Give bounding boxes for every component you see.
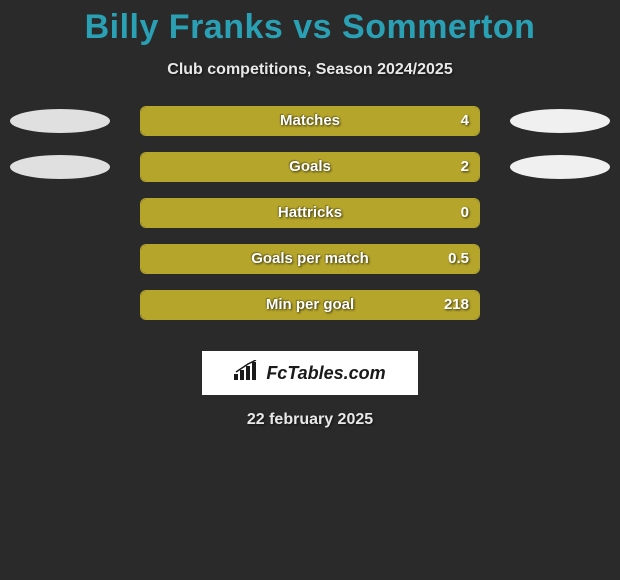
stat-row: Hattricks 0 (0, 201, 620, 247)
logo-text: FcTables.com (266, 363, 385, 384)
stat-row: Matches 4 (0, 109, 620, 155)
page-title: Billy Franks vs Sommerton (0, 0, 620, 47)
bar-track: Goals 2 (140, 152, 480, 182)
stat-row: Min per goal 218 (0, 293, 620, 339)
fctables-logo[interactable]: FcTables.com (202, 351, 418, 395)
right-marker (510, 155, 610, 179)
bar-fill (141, 291, 479, 319)
stats-chart: Matches 4 Goals 2 Hattricks 0 Goals per … (0, 109, 620, 339)
left-marker (10, 109, 110, 133)
page-subtitle: Club competitions, Season 2024/2025 (0, 61, 620, 79)
bar-fill (141, 107, 479, 135)
stat-row: Goals per match 0.5 (0, 247, 620, 293)
left-marker (10, 155, 110, 179)
barchart-icon (234, 360, 260, 387)
stat-row: Goals 2 (0, 155, 620, 201)
bar-fill (141, 199, 479, 227)
date-line: 22 february 2025 (0, 411, 620, 429)
bar-track: Min per goal 218 (140, 290, 480, 320)
bar-track: Hattricks 0 (140, 198, 480, 228)
bar-fill (141, 153, 479, 181)
bar-track: Goals per match 0.5 (140, 244, 480, 274)
bar-fill (141, 245, 479, 273)
bar-track: Matches 4 (140, 106, 480, 136)
right-marker (510, 109, 610, 133)
